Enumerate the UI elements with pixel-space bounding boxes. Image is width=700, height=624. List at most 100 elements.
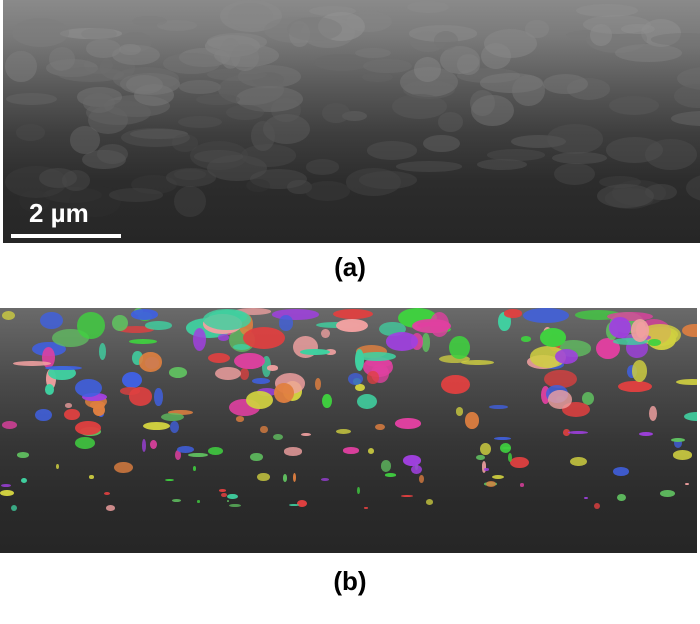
grain-texture (396, 161, 463, 172)
grain (325, 349, 337, 355)
grain (357, 486, 360, 494)
grain (465, 412, 479, 429)
grain (0, 490, 14, 497)
grain (523, 308, 570, 323)
grain-texture (80, 27, 118, 41)
grain (93, 404, 105, 417)
grain (616, 493, 627, 502)
grain (197, 500, 201, 503)
grain (367, 371, 379, 385)
grain (207, 447, 223, 456)
grain (232, 344, 251, 351)
grain (672, 450, 693, 460)
scale-bar-label: 2 µm (29, 198, 89, 228)
grain (239, 368, 250, 381)
grain-texture (246, 179, 271, 193)
panel-a-caption: (a) (334, 252, 366, 282)
grain (675, 379, 697, 386)
grain (630, 318, 650, 343)
grain (193, 328, 207, 352)
grain (483, 467, 490, 471)
grain (104, 491, 110, 495)
grain (441, 374, 471, 395)
grain (582, 391, 595, 405)
grain (260, 425, 268, 434)
grain-texture (96, 144, 129, 165)
grain (394, 418, 421, 429)
grain (114, 462, 133, 474)
grain-texture (366, 141, 418, 160)
grain (143, 421, 170, 430)
grain-texture (157, 19, 197, 31)
grain-texture (423, 134, 461, 153)
grain-texture (131, 15, 167, 27)
grain (321, 393, 332, 409)
grain (46, 369, 56, 390)
grain (227, 493, 238, 499)
grain-texture (342, 111, 367, 122)
grain (476, 454, 486, 461)
grain (608, 316, 631, 339)
grain (548, 390, 572, 409)
grain-texture (456, 54, 481, 75)
grain-texture (486, 149, 545, 162)
grain-texture (313, 53, 371, 71)
grain (563, 428, 571, 436)
grain-texture (621, 23, 655, 35)
grain (168, 367, 187, 378)
grain (596, 338, 621, 360)
grain (192, 465, 197, 472)
grain (98, 343, 106, 360)
grain-texture (614, 43, 683, 63)
orientation-map-panel-b (0, 308, 697, 553)
grain (539, 328, 566, 347)
grain (246, 391, 274, 409)
grain-texture (686, 173, 700, 203)
grain-texture (650, 33, 700, 47)
grain-texture (413, 56, 442, 82)
grain (480, 442, 491, 456)
grain (105, 505, 115, 511)
grain-texture (346, 168, 402, 196)
grain (272, 434, 283, 441)
grain-texture (552, 152, 607, 165)
grain (160, 413, 184, 422)
grain (176, 445, 194, 453)
grain (139, 352, 162, 372)
grain (121, 371, 143, 389)
grain-texture (112, 44, 161, 66)
grain-texture (305, 181, 351, 202)
grain (503, 309, 522, 318)
grain-texture (354, 47, 392, 59)
grain-texture (322, 102, 351, 124)
grain (170, 421, 180, 434)
grain-texture (189, 141, 248, 171)
grain (364, 507, 368, 509)
grain (684, 411, 697, 421)
grain (44, 384, 55, 396)
grain (236, 416, 245, 422)
grain (485, 480, 496, 488)
grain-texture (671, 110, 700, 126)
grain (660, 490, 675, 497)
grain (129, 339, 158, 345)
grain-texture (407, 1, 450, 14)
grain-texture (5, 51, 37, 83)
grain (187, 452, 208, 458)
grain-texture (195, 93, 241, 106)
grain (131, 350, 143, 365)
grain-texture (207, 67, 267, 81)
grain (368, 448, 375, 454)
grain (278, 315, 294, 331)
grain-texture (674, 83, 700, 108)
grain-texture (165, 167, 216, 187)
grain (234, 308, 271, 315)
grain (40, 312, 63, 330)
grain-texture (438, 112, 463, 132)
grain (385, 332, 418, 351)
grain (429, 312, 449, 338)
grain (612, 338, 648, 345)
grain (385, 473, 397, 477)
grain (164, 478, 175, 481)
scale-bar (11, 234, 121, 238)
